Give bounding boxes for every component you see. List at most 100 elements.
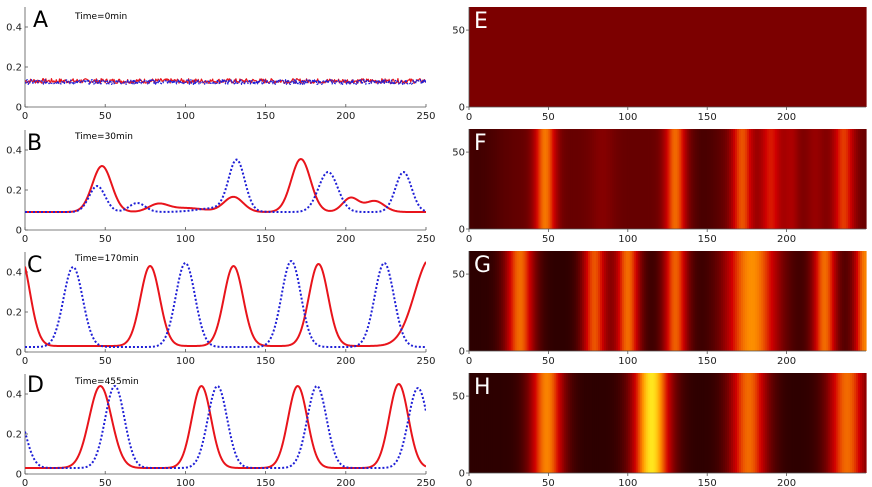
heatmap-cell bbox=[752, 129, 756, 229]
heatmap-cell bbox=[669, 251, 673, 351]
heatmap-cell bbox=[582, 251, 585, 351]
heatmap-cell bbox=[653, 251, 657, 351]
heatmap-cell bbox=[770, 251, 774, 351]
heatmap-cell bbox=[637, 129, 641, 229]
heatmap-cell bbox=[480, 129, 484, 229]
heatmap-cell bbox=[796, 7, 800, 107]
heatmap-cell bbox=[830, 7, 833, 107]
heatmap-cell bbox=[619, 7, 623, 107]
heatmap-cell bbox=[814, 7, 817, 107]
heatmap-cell bbox=[826, 129, 829, 229]
heatmap-cell bbox=[635, 7, 639, 107]
heatmap-cell bbox=[540, 7, 544, 107]
heatmap-cell bbox=[681, 251, 684, 351]
heatmap-cell bbox=[512, 373, 516, 473]
heatmap-cell bbox=[472, 251, 476, 351]
heatmap-cell bbox=[544, 129, 548, 229]
heatmap-cell bbox=[705, 373, 708, 473]
heatmap-cell bbox=[661, 251, 665, 351]
heatmap-cell bbox=[830, 373, 833, 473]
heatmap-cell bbox=[647, 7, 651, 107]
heatmap-cell bbox=[540, 251, 544, 351]
heatmap-cell bbox=[653, 373, 657, 473]
heatmap-cell bbox=[723, 373, 726, 473]
heatmap-cell bbox=[798, 129, 802, 229]
heatmap-cell bbox=[844, 7, 847, 107]
heatmap-cell bbox=[725, 251, 728, 351]
heatmap-cell bbox=[766, 7, 770, 107]
heatmap-cell bbox=[609, 7, 613, 107]
panel-letter: G bbox=[474, 253, 491, 278]
y-tick-label: 0.4 bbox=[6, 268, 22, 279]
heatmap-cell bbox=[490, 373, 494, 473]
heatmap-cell bbox=[756, 7, 760, 107]
heatmap-cell bbox=[548, 251, 551, 351]
heatmap-cell bbox=[490, 7, 494, 107]
heatmap-cell bbox=[526, 129, 530, 229]
heatmap-cell bbox=[711, 7, 714, 107]
heatmap-cell bbox=[693, 373, 696, 473]
y-tick-label: 0 bbox=[459, 347, 465, 358]
heatmap-cell bbox=[752, 251, 756, 351]
heatmap-cell bbox=[697, 129, 700, 229]
heatmap-cell bbox=[844, 129, 847, 229]
heatmap-cell bbox=[800, 7, 804, 107]
heatmap-cell bbox=[802, 129, 806, 229]
heatmap-cell bbox=[796, 373, 800, 473]
heatmap-cell bbox=[474, 251, 478, 351]
heatmap-cell bbox=[860, 251, 863, 351]
heatmap-cell bbox=[848, 373, 851, 473]
heatmap-cell bbox=[637, 251, 641, 351]
heatmap-cell bbox=[613, 251, 617, 351]
heatmap-cell bbox=[480, 7, 484, 107]
heatmap-cell bbox=[794, 373, 798, 473]
heatmap-cell bbox=[474, 373, 478, 473]
heatmap-cell bbox=[528, 373, 532, 473]
heatmap-cell bbox=[721, 251, 724, 351]
heatmap-cell bbox=[778, 7, 782, 107]
heatmap-cell bbox=[476, 129, 480, 229]
heatmap-cell bbox=[782, 373, 786, 473]
x-tick-label: 150 bbox=[256, 478, 275, 487]
heatmap-cell bbox=[671, 129, 675, 229]
heatmap-cell bbox=[635, 129, 639, 229]
heatmap-cell bbox=[598, 129, 601, 229]
heatmap-cell bbox=[546, 373, 549, 473]
heatmap-cell bbox=[474, 7, 478, 107]
heatmap-cell bbox=[564, 7, 567, 107]
y-tick-label: 0.2 bbox=[6, 63, 22, 74]
heatmap-cell bbox=[584, 129, 587, 229]
heatmap-cell bbox=[538, 251, 542, 351]
heatmap-cell bbox=[631, 373, 635, 473]
heatmap-cell bbox=[758, 7, 762, 107]
heatmap-cell bbox=[506, 373, 510, 473]
heatmap-cell bbox=[669, 7, 673, 107]
heatmap-cell bbox=[816, 251, 819, 351]
heatmap-cell bbox=[846, 251, 849, 351]
panel-title: Time=0min bbox=[74, 12, 127, 22]
heatmap-cell bbox=[715, 251, 718, 351]
x-tick-label: 0 bbox=[22, 356, 28, 367]
heatmap-cell bbox=[621, 129, 625, 229]
heatmap-cell bbox=[834, 7, 837, 107]
x-tick-label: 0 bbox=[22, 111, 28, 122]
heatmap-cell bbox=[504, 129, 508, 229]
heatmap-cell bbox=[844, 251, 847, 351]
heatmap-cell bbox=[522, 251, 526, 351]
heatmap-cell bbox=[469, 373, 472, 473]
heatmap-cell bbox=[566, 251, 569, 351]
x-tick-label: 200 bbox=[336, 478, 355, 487]
y-tick-label: 50 bbox=[452, 270, 465, 281]
heatmap-cell bbox=[609, 129, 613, 229]
heatmap-cell bbox=[518, 129, 522, 229]
heatmap-cell bbox=[580, 7, 583, 107]
heatmap-cell bbox=[617, 7, 621, 107]
heatmap-cell bbox=[695, 129, 698, 229]
heatmap-cell bbox=[524, 373, 528, 473]
heatmap-cell bbox=[472, 7, 476, 107]
heatmap-cell bbox=[580, 129, 583, 229]
heatmap-cell bbox=[530, 251, 534, 351]
heatmap-cell bbox=[818, 373, 821, 473]
heatmap-cell bbox=[719, 7, 722, 107]
